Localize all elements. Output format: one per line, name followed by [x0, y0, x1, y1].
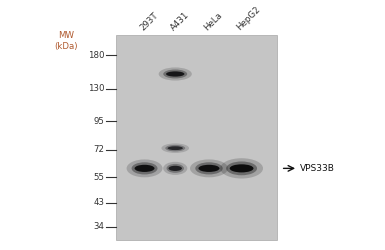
Text: 130: 130: [88, 84, 104, 93]
Ellipse shape: [159, 68, 192, 80]
Text: VPS33B: VPS33B: [300, 164, 335, 173]
Text: HeLa: HeLa: [203, 10, 224, 32]
Text: 72: 72: [93, 145, 104, 154]
Bar: [116, 34, 277, 240]
Text: 55: 55: [93, 173, 104, 182]
Ellipse shape: [230, 164, 253, 172]
Ellipse shape: [190, 160, 228, 177]
Ellipse shape: [135, 165, 154, 172]
Ellipse shape: [132, 162, 157, 174]
Text: 43: 43: [93, 198, 104, 207]
Ellipse shape: [195, 162, 223, 174]
Ellipse shape: [220, 158, 263, 178]
Text: HepG2: HepG2: [235, 5, 263, 32]
Ellipse shape: [226, 162, 257, 175]
Text: A431: A431: [169, 10, 191, 32]
Text: MW
(kDa): MW (kDa): [54, 31, 78, 51]
Ellipse shape: [198, 165, 219, 172]
Ellipse shape: [163, 70, 187, 78]
Text: 180: 180: [88, 51, 104, 60]
Ellipse shape: [165, 145, 185, 152]
Ellipse shape: [167, 146, 183, 150]
Text: 95: 95: [94, 116, 104, 126]
Ellipse shape: [161, 144, 189, 153]
Ellipse shape: [166, 164, 184, 173]
Text: 293T: 293T: [138, 10, 160, 32]
Ellipse shape: [163, 162, 187, 175]
Text: 34: 34: [93, 222, 104, 231]
Ellipse shape: [127, 160, 162, 177]
Ellipse shape: [166, 71, 184, 76]
Ellipse shape: [169, 166, 182, 171]
